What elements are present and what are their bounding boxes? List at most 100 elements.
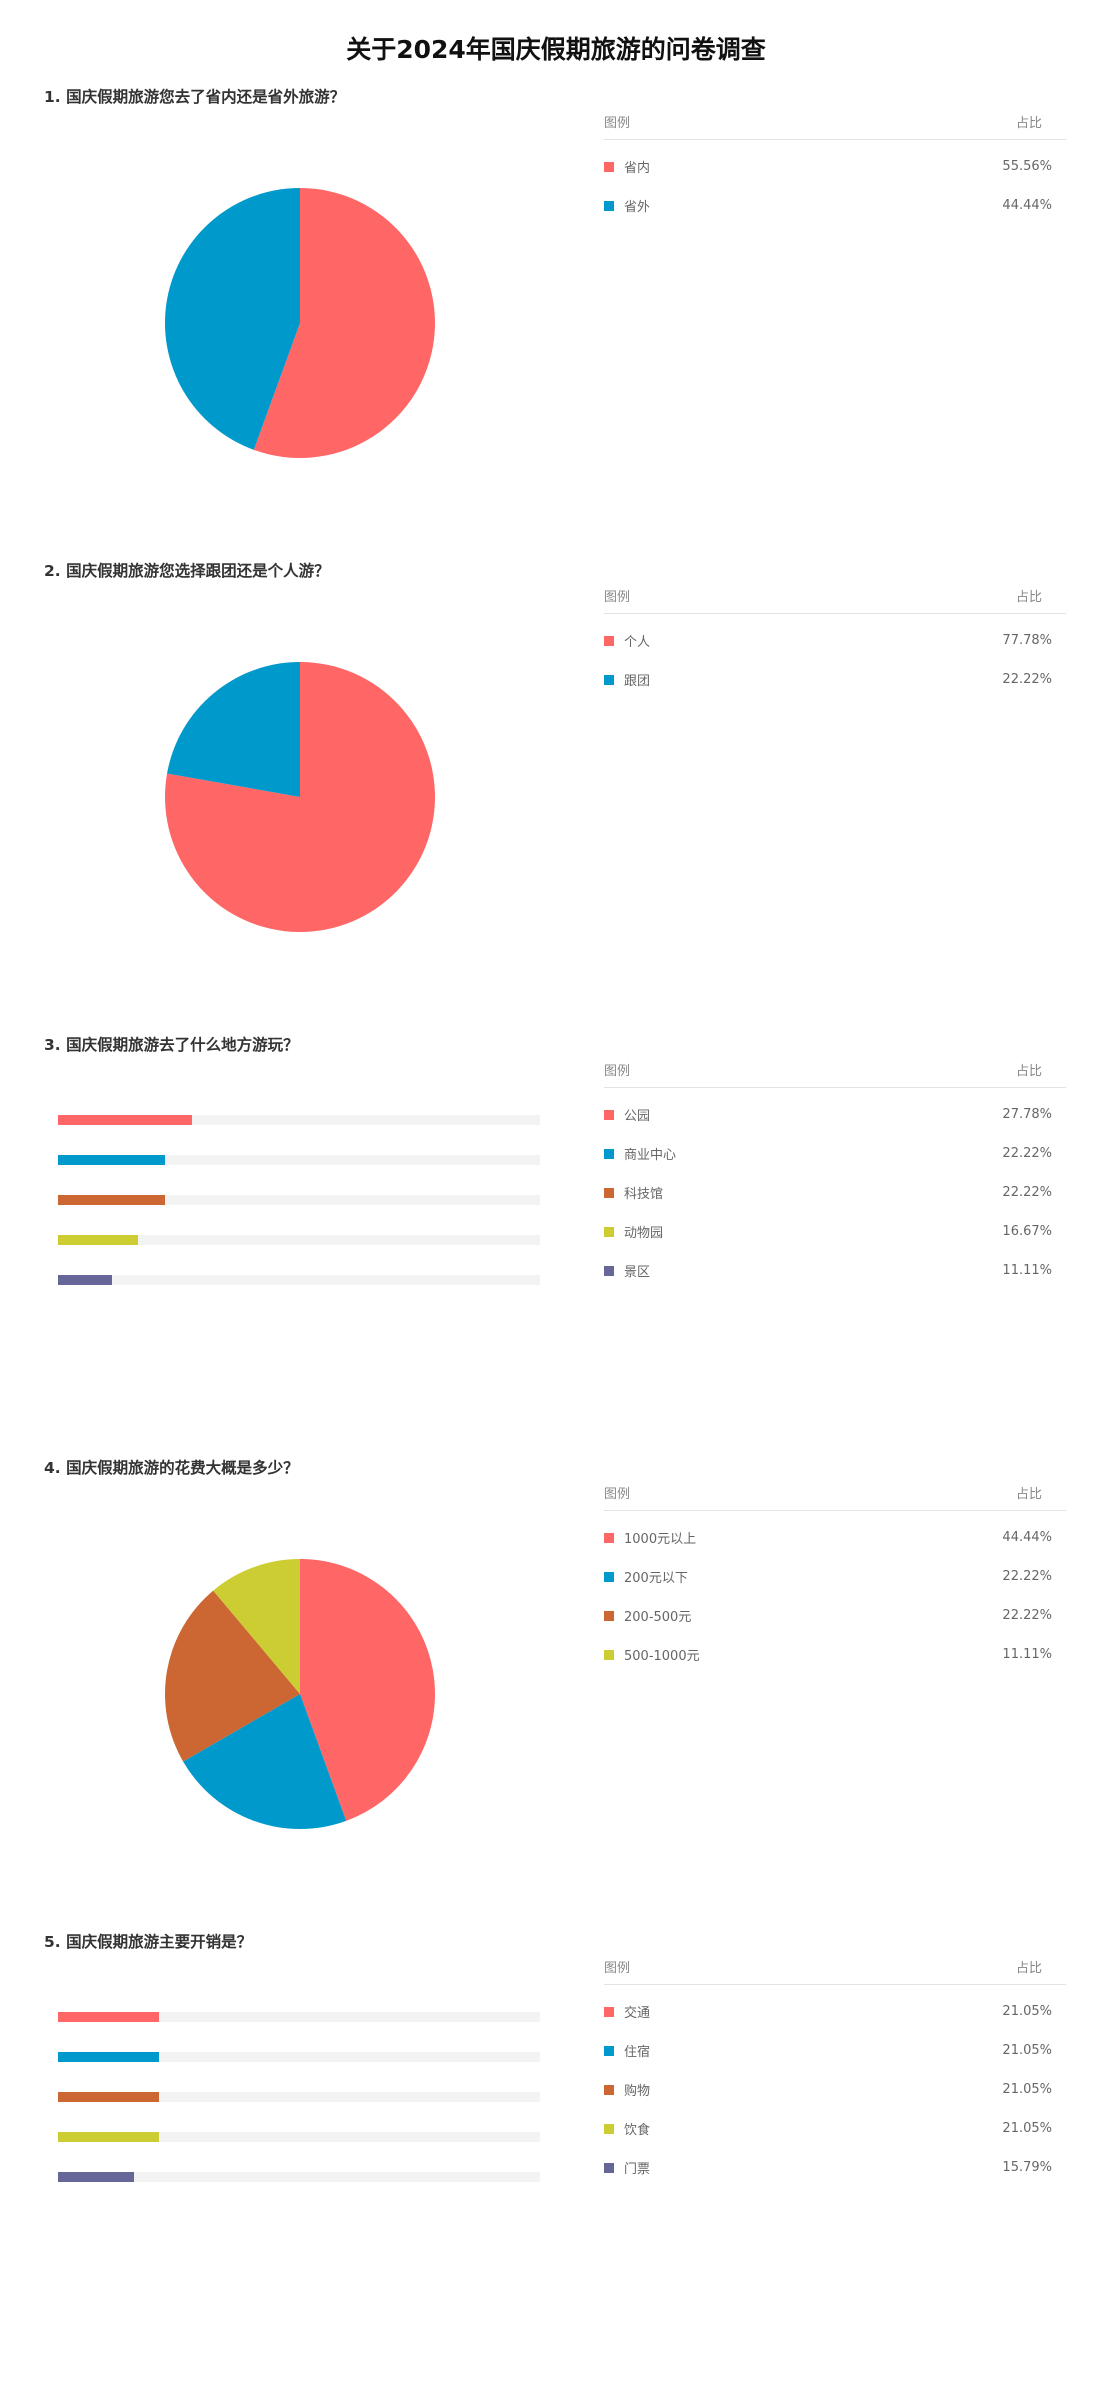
legend-swatch bbox=[604, 1187, 614, 1198]
legend-swatch bbox=[604, 200, 614, 211]
pie-slice-2 bbox=[167, 662, 300, 797]
legend-value: 21.05% bbox=[1002, 2082, 1052, 2097]
bar-track bbox=[58, 1275, 540, 1285]
legend-list: 个人 77.78% 跟团 22.22% bbox=[604, 614, 1066, 699]
legend-item: 省内 55.56% bbox=[604, 147, 1066, 186]
legend-header-value: 占比 bbox=[1015, 589, 1042, 605]
bar-fill bbox=[58, 2172, 135, 2182]
question-3-legend: 图例 占比 公园 27.78% 商业中心 22.22% 科技馆 22.22% 动物园 16.6… bbox=[604, 1051, 1066, 1290]
bar-fill bbox=[58, 1275, 112, 1285]
bar-track bbox=[58, 1115, 540, 1125]
legend-value: 22.22% bbox=[1002, 1608, 1052, 1623]
pie-slice-4 bbox=[213, 1559, 300, 1694]
legend-label: 跟团 bbox=[624, 674, 651, 689]
legend-item: 商业中心 22.22% bbox=[604, 1134, 1066, 1173]
legend-item: 科技馆 22.22% bbox=[604, 1173, 1066, 1212]
legend-list: 交通 21.05% 住宿 21.05% 购物 21.05% 饮食 21.05% 门票 15.79% bbox=[604, 1985, 1066, 2187]
bar-fill bbox=[58, 2092, 160, 2102]
legend-item: 购物 21.05% bbox=[604, 2070, 1066, 2109]
legend-value: 11.11% bbox=[1002, 1647, 1052, 1662]
question-3-title: 3. 国庆假期旅游去了什么地方游玩？ bbox=[44, 1036, 299, 1054]
legend-value: 22.22% bbox=[1002, 672, 1052, 687]
bar-track bbox=[58, 2172, 540, 2182]
legend-header-value: 占比 bbox=[1015, 115, 1042, 131]
question-3-bar-chart bbox=[58, 1033, 540, 1503]
legend-header-label: 图例 bbox=[604, 1960, 631, 1976]
legend-item: 住宿 21.05% bbox=[604, 2031, 1066, 2070]
legend-item: 200元以下 22.22% bbox=[604, 1557, 1066, 1596]
legend-header: 图例 占比 bbox=[604, 1948, 1066, 1985]
legend-item: 景区 11.11% bbox=[604, 1251, 1066, 1290]
legend-header: 图例 占比 bbox=[604, 1474, 1066, 1511]
legend-item: 动物园 16.67% bbox=[604, 1212, 1066, 1251]
legend-label: 省外 bbox=[624, 200, 651, 215]
bar-row bbox=[58, 2092, 540, 2102]
page-title: 关于2024年国庆假期旅游的问卷调查 bbox=[346, 35, 766, 64]
legend-list: 公园 27.78% 商业中心 22.22% 科技馆 22.22% 动物园 16.67% 景区 11… bbox=[604, 1088, 1066, 1290]
bar-fill bbox=[58, 2052, 160, 2062]
legend-item: 交通 21.05% bbox=[604, 1992, 1066, 2031]
bar-row bbox=[58, 1235, 540, 1245]
legend-value: 55.56% bbox=[1002, 159, 1052, 174]
legend-label: 住宿 bbox=[624, 2045, 651, 2060]
legend-item: 饮食 21.05% bbox=[604, 2109, 1066, 2148]
legend-label: 动物园 bbox=[624, 1226, 664, 1241]
bar-row bbox=[58, 2132, 540, 2142]
legend-swatch bbox=[604, 1649, 614, 1660]
question-1-pie-chart bbox=[164, 188, 435, 458]
bar-fill bbox=[58, 2132, 160, 2142]
bar-track bbox=[58, 2132, 540, 2142]
legend-item: 500-1000元 11.11% bbox=[604, 1635, 1066, 1674]
legend-header-label: 图例 bbox=[604, 1063, 631, 1079]
question-1-legend: 图例 占比 省内 55.56% 省外 44.44% bbox=[604, 103, 1066, 225]
legend-value: 44.44% bbox=[1002, 1530, 1052, 1545]
legend-swatch bbox=[604, 635, 614, 646]
legend-header-label: 图例 bbox=[604, 589, 631, 605]
legend-swatch bbox=[604, 2123, 614, 2134]
legend-swatch bbox=[604, 1265, 614, 1276]
bar-track bbox=[58, 2052, 540, 2062]
legend-swatch bbox=[604, 1226, 614, 1237]
question-2-section: 2. 国庆假期旅游您选择跟团还是个人游？ 图例 占比 个人 77.78% 跟团 22.… bbox=[0, 559, 1112, 1029]
bar-track bbox=[58, 1195, 540, 1205]
pie-slice-3 bbox=[164, 1590, 300, 1762]
legend-label: 门票 bbox=[624, 2162, 651, 2177]
legend-value: 22.22% bbox=[1002, 1569, 1052, 1584]
question-5-bar-chart bbox=[58, 1930, 540, 2400]
bar-fill bbox=[58, 1115, 192, 1125]
question-4-legend: 图例 占比 1000元以上 44.44% 200元以下 22.22% 200-500元 2… bbox=[604, 1474, 1066, 1674]
legend-item: 门票 15.79% bbox=[604, 2148, 1066, 2187]
legend-label: 交通 bbox=[624, 2006, 651, 2021]
legend-value: 11.11% bbox=[1002, 1263, 1052, 1278]
bar-track bbox=[58, 1155, 540, 1165]
legend-label: 购物 bbox=[624, 2084, 651, 2099]
bar-track bbox=[58, 2092, 540, 2102]
legend-swatch bbox=[604, 2006, 614, 2017]
legend-item: 200-500元 22.22% bbox=[604, 1596, 1066, 1635]
bar-row bbox=[58, 2012, 540, 2022]
question-1-section: 1. 国庆假期旅游您去了省内还是省外旅游？ 图例 占比 省内 55.56% 省外 44… bbox=[0, 85, 1112, 555]
legend-list: 1000元以上 44.44% 200元以下 22.22% 200-500元 22.22% 5… bbox=[604, 1511, 1066, 1674]
legend-label: 商业中心 bbox=[624, 1148, 677, 1163]
question-2-pie-chart bbox=[164, 662, 435, 932]
legend-value: 22.22% bbox=[1002, 1185, 1052, 1200]
legend-value: 21.05% bbox=[1002, 2004, 1052, 2019]
legend-value: 21.05% bbox=[1002, 2043, 1052, 2058]
legend-label: 科技馆 bbox=[624, 1187, 664, 1202]
bar-row bbox=[58, 1195, 540, 1205]
bar-row bbox=[58, 1115, 540, 1125]
pie-slice-1 bbox=[253, 188, 435, 458]
legend-swatch bbox=[604, 2045, 614, 2056]
pie-slice-2 bbox=[164, 188, 300, 450]
legend-swatch bbox=[604, 1532, 614, 1543]
legend-value: 22.22% bbox=[1002, 1146, 1052, 1161]
legend-header: 图例 占比 bbox=[604, 103, 1066, 140]
legend-swatch bbox=[604, 1571, 614, 1582]
legend-header-label: 图例 bbox=[604, 1486, 631, 1502]
question-5-section: 5. 国庆假期旅游主要开销是？ 图例 占比 交通 21.05% 住宿 21.05% 购物… bbox=[0, 1930, 1112, 2400]
legend-label: 饮食 bbox=[624, 2123, 651, 2138]
bar-fill bbox=[58, 1155, 166, 1165]
legend-swatch bbox=[604, 2162, 614, 2173]
legend-label: 个人 bbox=[624, 635, 651, 650]
legend-item: 省外 44.44% bbox=[604, 186, 1066, 225]
